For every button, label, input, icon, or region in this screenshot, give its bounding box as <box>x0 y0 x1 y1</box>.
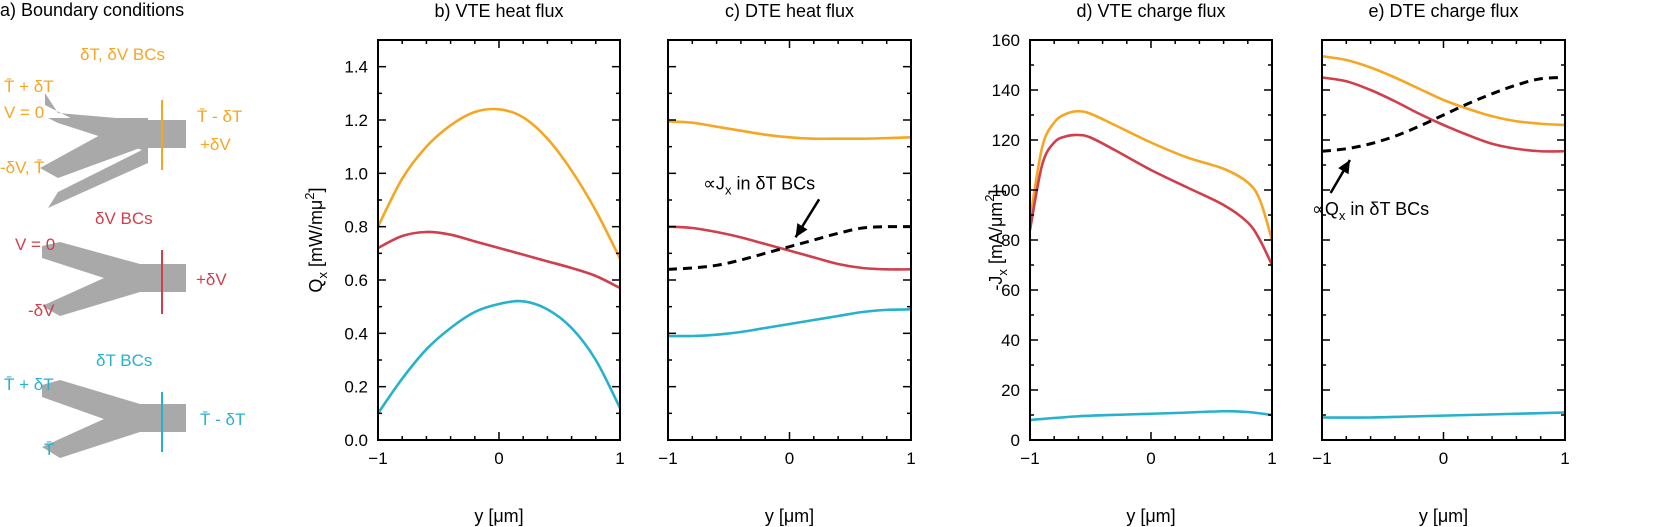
annotation-arrowhead <box>795 223 808 238</box>
x-tick-label: −1 <box>368 449 387 468</box>
x-tick-label: 0 <box>1146 449 1155 468</box>
chart-e: e) DTE charge flux −1 0 1 y [μm] ∝Qx in δT BC… <box>1312 1 1570 526</box>
diagram-heading: δT, δV BCs <box>80 45 165 64</box>
charts-group: b) VTE heat flux 0.0 0.2 0.4 0.6 0.8 1.0 1.2 1.4… <box>302 1 1570 526</box>
right-label-1: T̄ - δT <box>200 410 245 429</box>
series-line-3 <box>1321 411 1566 419</box>
y-tick-label: 40 <box>1001 331 1020 350</box>
diagram-dT-dV: δT, δV BCs T̄ + δT V = 0 -δV, T̄ T̄ - δT… <box>0 45 242 208</box>
series-line-3 <box>667 308 912 338</box>
bottom-label-1: -δV <box>28 301 55 320</box>
junction-shape <box>42 380 186 458</box>
x-axis-label: y [μm] <box>765 506 814 526</box>
chart-title: d) VTE charge flux <box>1076 1 1225 21</box>
annotation-text: ∝Qx in δT BCs <box>1312 199 1429 223</box>
x-tick-label: −1 <box>1312 449 1331 468</box>
boundary-conditions-panel: a) Boundary conditions δT, δV BCs T̄ + δ… <box>0 0 245 459</box>
top-label-1: T̄ + δT <box>4 77 54 96</box>
y-axis-label: Qx [mW/mμ2] <box>302 187 330 292</box>
x-tick-label: 0 <box>494 449 503 468</box>
diagram-dT: δT BCs T̄ + δT T̄ T̄ - δT <box>4 351 245 459</box>
y-tick-label: 0.4 <box>344 324 368 343</box>
series-line-0 <box>376 107 622 260</box>
chart-c: c) DTE heat flux −1 0 1 y [μm] ∝Jx in δT BCs <box>658 1 915 526</box>
y-axis-label: -Jx [mA/μm2] <box>982 189 1010 290</box>
annotation-arrowhead <box>1338 160 1350 175</box>
series-line-1 <box>1321 76 1566 153</box>
y-tick-label: 0.2 <box>344 378 368 397</box>
y-tick-label: 0.6 <box>344 271 368 290</box>
junction-shape <box>42 242 186 316</box>
chart-b: b) VTE heat flux 0.0 0.2 0.4 0.6 0.8 1.0 1.2 1.4… <box>302 1 625 526</box>
y-tick-label: 1.2 <box>344 111 368 130</box>
y-tick-label: 20 <box>1001 381 1020 400</box>
y-tick-label: 140 <box>992 81 1020 100</box>
bottom-label-1: -δV, T̄ <box>0 158 44 177</box>
y-tick-label: 1.4 <box>344 58 368 77</box>
x-tick-label: −1 <box>1020 449 1039 468</box>
y-tick-label: 1.0 <box>344 164 368 183</box>
plot-frame <box>377 39 621 441</box>
diagram-dV: δV BCs V = 0 -δV +δV <box>15 209 227 320</box>
x-tick-label: 0 <box>785 449 794 468</box>
x-tick-label: −1 <box>658 449 677 468</box>
series-line-1 <box>667 225 912 271</box>
x-tick-label: 0 <box>1439 449 1448 468</box>
junction-shape-fill <box>40 93 186 178</box>
y-tick-label: 120 <box>992 131 1020 150</box>
y-tick-label: 160 <box>992 31 1020 50</box>
top-label-1: V = 0 <box>15 235 55 254</box>
series-line-2 <box>667 225 912 271</box>
series-line-1 <box>1028 133 1274 266</box>
y-tick-label: 0.8 <box>344 218 368 237</box>
top-label-2: V = 0 <box>4 103 44 122</box>
x-tick-label: 1 <box>906 449 915 468</box>
series-line-1 <box>377 230 621 290</box>
series-line-2 <box>1321 76 1566 153</box>
diagram-heading: δT BCs <box>96 351 152 370</box>
panel-a-title: a) Boundary conditions <box>0 0 184 20</box>
series-line-0 <box>667 120 912 141</box>
annotation-text: ∝Jx in δT BCs <box>703 173 815 197</box>
y-tick-label: 0.0 <box>344 431 368 450</box>
y-tick-label: 0 <box>1011 431 1020 450</box>
right-label-2: +δV <box>200 135 231 154</box>
series-line-0 <box>1321 54 1566 127</box>
diagram-heading: δV BCs <box>95 209 153 228</box>
series-line-0 <box>1028 109 1274 241</box>
x-axis-label: y [μm] <box>474 506 523 526</box>
x-axis-label: y [μm] <box>1126 506 1175 526</box>
top-label-1: T̄ + δT <box>4 375 54 394</box>
y-tick-label: 80 <box>1001 231 1020 250</box>
y-tick-label: 60 <box>1001 281 1020 300</box>
right-label-1: T̄ - δT <box>197 107 242 126</box>
chart-title: b) VTE heat flux <box>434 1 563 21</box>
plot-frame <box>667 39 912 441</box>
y-tick-label: 100 <box>992 181 1020 200</box>
x-tick-label: 1 <box>1267 449 1276 468</box>
chart-title: c) DTE heat flux <box>725 1 854 21</box>
x-axis-label: y [μm] <box>1419 506 1468 526</box>
x-tick-label: 1 <box>1560 449 1569 468</box>
series-line-2 <box>376 299 622 415</box>
right-label-1: +δV <box>196 270 227 289</box>
chart-d: d) VTE charge flux 0 20 40 60 80 100 120 140 160 −… <box>982 1 1277 526</box>
bottom-label-1: T̄ <box>44 440 54 459</box>
series-line-2 <box>1029 409 1273 422</box>
x-tick-label: 1 <box>615 449 624 468</box>
chart-title: e) DTE charge flux <box>1368 1 1518 21</box>
plot-frame <box>1029 39 1273 441</box>
